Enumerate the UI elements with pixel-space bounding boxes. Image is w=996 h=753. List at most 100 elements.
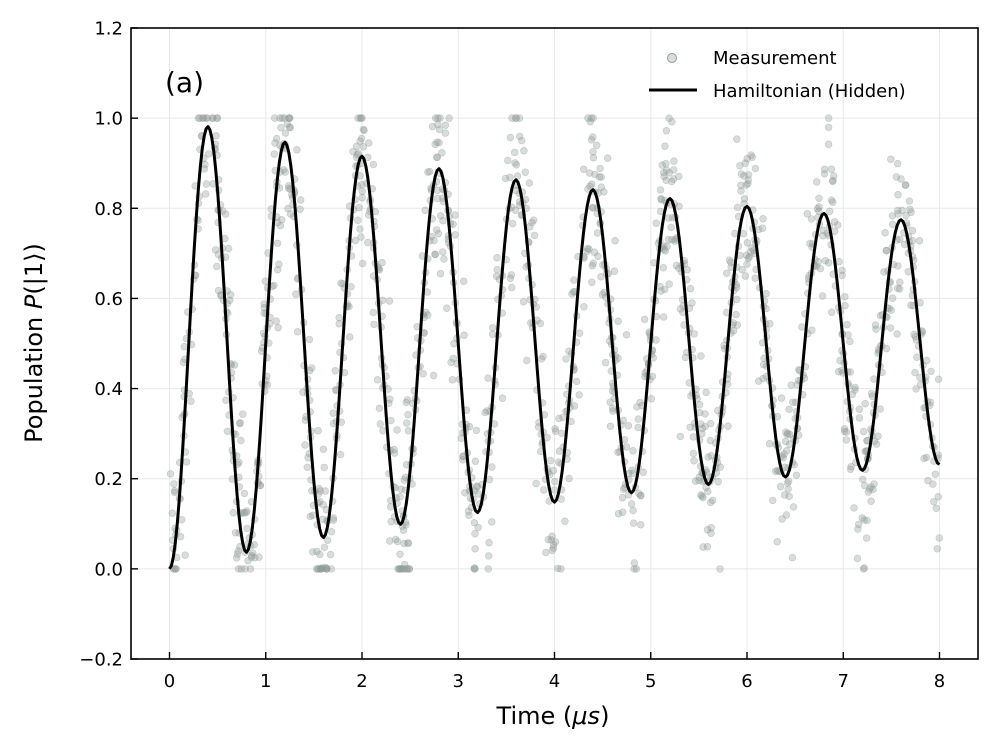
measurement-point xyxy=(634,423,642,432)
measurement-point xyxy=(614,317,622,325)
measurement-point xyxy=(778,515,786,523)
measurement-point xyxy=(196,114,204,122)
measurement-point xyxy=(472,426,481,435)
measurement-point xyxy=(511,206,520,214)
measurement-point xyxy=(451,211,459,219)
measurement-point xyxy=(733,295,741,304)
measurement-point xyxy=(658,161,666,169)
measurement-point xyxy=(652,336,660,344)
measurement-point xyxy=(393,537,402,546)
measurement-point xyxy=(634,415,642,423)
measurement-point xyxy=(436,114,444,122)
measurement-point xyxy=(816,264,825,273)
measurement-point xyxy=(205,150,213,158)
measurement-point xyxy=(813,205,822,213)
measurement-point xyxy=(661,142,669,150)
measurement-point xyxy=(316,550,324,559)
measurement-point xyxy=(402,521,410,529)
measurement-point xyxy=(861,400,869,408)
measurement-point xyxy=(782,428,790,436)
measurement-point xyxy=(255,553,263,561)
measurement-point xyxy=(740,195,749,203)
measurement-point xyxy=(835,257,843,266)
measurement-point xyxy=(284,204,292,213)
measurement-point xyxy=(402,398,410,407)
measurement-point xyxy=(704,453,712,461)
measurement-point xyxy=(894,191,902,199)
measurement-point xyxy=(445,114,453,122)
measurement-point xyxy=(743,239,752,247)
measurement-point xyxy=(924,476,932,485)
measurement-point xyxy=(836,356,844,365)
measurement-point xyxy=(886,324,895,332)
measurement-point xyxy=(488,463,496,471)
measurement-point xyxy=(589,204,597,212)
measurement-point xyxy=(842,428,851,436)
measurement-point xyxy=(920,454,928,463)
measurement-point xyxy=(546,456,555,465)
measurement-point xyxy=(724,422,732,430)
measurement-point xyxy=(393,426,401,434)
measurement-point xyxy=(405,565,413,573)
measurement-point xyxy=(901,181,910,189)
measurement-point xyxy=(464,507,473,515)
measurement-point xyxy=(572,377,581,386)
measurement-point xyxy=(278,216,286,224)
measurement-point xyxy=(379,427,387,435)
measurement-point xyxy=(448,376,457,384)
measurement-point xyxy=(547,536,555,544)
measurement-point xyxy=(319,445,328,453)
measurement-point xyxy=(841,301,849,310)
measurement-point xyxy=(691,477,700,485)
measurement-point xyxy=(230,361,239,369)
measurement-point xyxy=(261,277,269,285)
measurement-point xyxy=(327,565,335,573)
measurement-point xyxy=(481,408,489,417)
measurement-point xyxy=(858,475,867,484)
measurement-point xyxy=(657,196,666,204)
measurement-point xyxy=(893,206,902,215)
measurement-point xyxy=(316,487,324,495)
measurement-point xyxy=(915,237,924,245)
measurement-point xyxy=(589,148,597,156)
y-axis-label-var: P xyxy=(20,294,48,309)
measurement-point xyxy=(785,405,793,413)
measurement-point xyxy=(431,114,440,122)
measurement-point xyxy=(754,377,763,385)
measurement-point xyxy=(509,219,517,228)
measurement-point xyxy=(690,457,698,465)
measurement-point xyxy=(403,419,411,427)
measurement-point xyxy=(293,328,302,336)
measurement-point xyxy=(336,450,345,459)
measurement-point xyxy=(370,320,378,329)
measurement-point xyxy=(695,401,704,409)
measurement-point xyxy=(400,539,408,548)
measurement-point xyxy=(352,142,361,151)
measurement-point xyxy=(744,171,753,179)
measurement-point xyxy=(355,204,363,212)
measurement-point xyxy=(493,254,501,262)
measurement-point xyxy=(465,423,474,431)
measurement-point xyxy=(449,220,457,229)
measurement-point xyxy=(168,509,177,517)
measurement-point xyxy=(172,565,180,573)
measurement-point xyxy=(237,436,245,445)
measurement-point xyxy=(403,396,412,404)
measurement-point xyxy=(834,368,843,376)
measurement-point xyxy=(568,290,576,298)
measurement-point xyxy=(506,133,515,142)
measurement-point xyxy=(272,134,281,143)
measurement-point xyxy=(430,236,438,245)
measurement-point xyxy=(714,478,722,486)
x-tick-label: 4 xyxy=(549,671,560,692)
measurement-point xyxy=(404,427,413,435)
measurement-point xyxy=(317,565,326,573)
measurement-point xyxy=(506,274,515,282)
measurement-point xyxy=(859,565,868,573)
measurement-point xyxy=(271,139,279,147)
measurement-point xyxy=(584,114,592,122)
measurement-point xyxy=(337,279,345,287)
axis-ticks: 0 1 2 3 4 5 6 7 8 −0.2 0.0 0.2 0.4 0.6 0.8 1.0 1.2 xyxy=(79,19,945,693)
measurement-point xyxy=(583,247,591,256)
measurement-point xyxy=(628,469,637,477)
